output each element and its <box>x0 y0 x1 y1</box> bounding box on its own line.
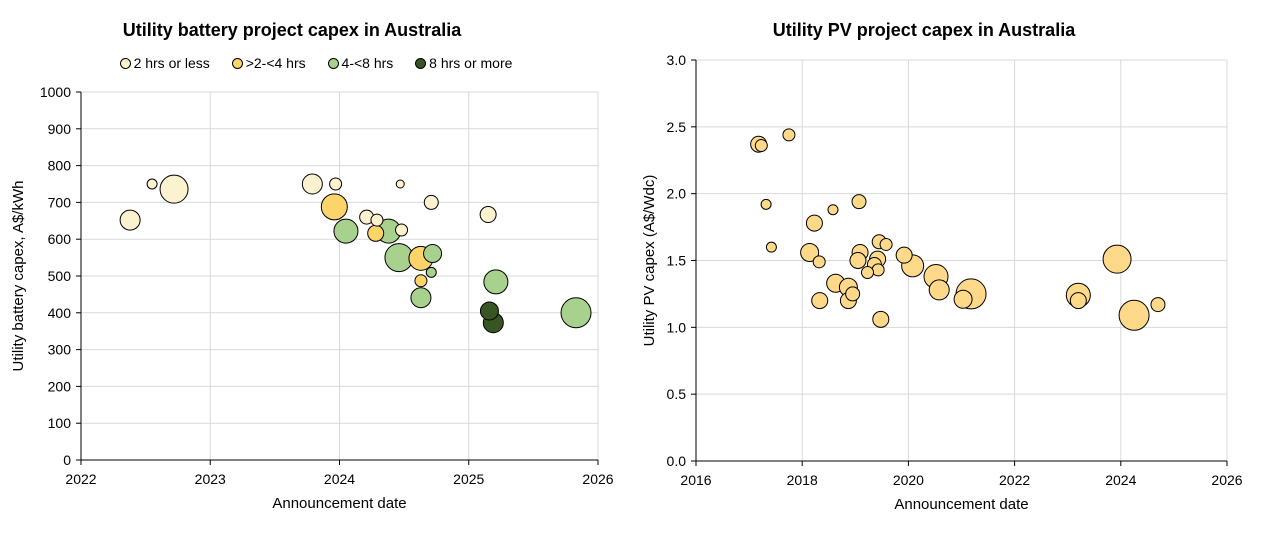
pv-ytick-label: 0.0 <box>667 453 687 469</box>
pv-xtick-label: 2022 <box>999 472 1030 488</box>
pv-data-point <box>1118 299 1150 331</box>
pv-data-point <box>871 263 885 277</box>
pv-data-point <box>800 242 820 262</box>
pv-data-point <box>827 204 839 216</box>
battery-xtick-label: 2024 <box>324 471 355 487</box>
legend-item-2-4hrs: >2-<4 hrs <box>231 55 306 71</box>
legend-label-2hrs: 2 hrs or less <box>133 55 210 71</box>
pv-data-point <box>1150 297 1166 313</box>
battery-data-point <box>410 287 432 309</box>
pv-xtick-label: 2026 <box>1211 472 1242 488</box>
battery-ytick-label: 800 <box>48 158 72 174</box>
legend-marker-2-4hrs <box>231 57 243 69</box>
pv-ytick-label: 2.0 <box>667 186 687 202</box>
pv-data-point <box>872 310 890 328</box>
battery-data-point <box>367 224 385 242</box>
battery-data-point <box>395 223 409 237</box>
pv-data-point <box>1102 244 1132 274</box>
legend-label-2-4hrs: >2-<4 hrs <box>245 55 306 71</box>
pv-data-point <box>845 286 861 302</box>
battery-chart-panel: Utility battery project capex in Austral… <box>0 20 632 512</box>
battery-data-point <box>479 301 499 321</box>
battery-data-point <box>479 206 497 224</box>
battery-ytick-label: 400 <box>48 305 72 321</box>
battery-data-point <box>320 193 348 221</box>
battery-ytick-label: 0 <box>63 452 71 468</box>
pv-data-point <box>1069 292 1087 310</box>
battery-x-axis-label: Announcement date <box>272 495 406 512</box>
pv-data-point <box>754 139 768 153</box>
battery-y-axis-label: Utility battery capex, A$/kWh <box>10 181 27 372</box>
pv-data-point <box>805 214 823 232</box>
pv-ytick-label: 0.5 <box>667 386 687 402</box>
pv-data-point <box>851 194 867 210</box>
battery-data-point <box>423 194 439 210</box>
pv-ytick-label: 2.5 <box>667 119 687 135</box>
pv-chart-title: Utility PV project capex in Australia <box>772 20 1076 40</box>
pv-xtick-label: 2018 <box>787 472 818 488</box>
battery-data-point <box>483 269 509 295</box>
pv-x-axis-label: Announcement date <box>894 496 1028 513</box>
legend-marker-8hrs <box>415 57 427 69</box>
battery-data-point <box>119 209 141 231</box>
battery-chart-legend: 2 hrs or less >2-<4 hrs 4-<8 hrs 8 hrs o… <box>0 55 632 71</box>
pv-data-point <box>849 252 867 269</box>
pv-data-point <box>879 237 893 251</box>
battery-xtick-label: 2023 <box>195 471 226 487</box>
pv-ytick-label: 1.0 <box>667 319 687 335</box>
battery-ytick-label: 500 <box>48 268 72 284</box>
legend-marker-2hrs <box>119 57 131 69</box>
pv-data-point <box>760 198 772 210</box>
battery-ytick-label: 200 <box>48 378 72 394</box>
battery-ytick-label: 600 <box>48 231 72 247</box>
battery-data-point <box>159 174 189 204</box>
pv-data-point <box>953 289 973 309</box>
pv-xtick-label: 2024 <box>1105 472 1136 488</box>
battery-chart-plot: 2022 2023 2024 2025 2026 0 100 200 300 400 500 600 7… <box>10 84 614 512</box>
legend-label-4-8hrs: 4-<8 hrs <box>341 55 394 71</box>
battery-data-point <box>329 177 343 191</box>
pv-data-point <box>811 292 829 310</box>
battery-ytick-label: 100 <box>48 415 72 431</box>
battery-ytick-label: 300 <box>48 342 72 358</box>
pv-data-point <box>895 246 913 264</box>
legend-item-2hrs: 2 hrs or less <box>119 55 210 71</box>
legend-label-8hrs: 8 hrs or more <box>429 55 513 71</box>
battery-ytick-label: 700 <box>48 194 72 210</box>
battery-data-point <box>301 173 323 195</box>
pv-ytick-label: 1.5 <box>667 253 687 269</box>
battery-data-point <box>425 266 437 278</box>
pv-y-axis-label: Utility PV capex (A$/Wdc) <box>641 175 658 347</box>
pv-xtick-label: 2020 <box>893 472 924 488</box>
battery-data-point <box>414 274 428 288</box>
pv-data-point <box>812 255 826 269</box>
legend-item-8hrs: 8 hrs or more <box>415 55 512 71</box>
pv-chart-panel: Utility PV project capex in Australia 20… <box>632 0 1264 539</box>
pv-data-point <box>765 241 777 253</box>
battery-data-point <box>146 178 158 190</box>
battery-chart-title: Utility battery project capex in Austral… <box>122 20 462 40</box>
legend-marker-4-8hrs <box>327 57 339 69</box>
pv-chart-plot: 2016 2018 2020 2022 2024 2026 0.0 0.5 1.0 1.5 2.0 2… <box>641 52 1243 513</box>
pv-data-point <box>782 128 796 142</box>
pv-xtick-label: 2016 <box>680 472 711 488</box>
pv-data-point <box>928 279 950 301</box>
battery-data-point <box>333 218 359 244</box>
battery-ytick-label: 900 <box>48 121 72 137</box>
battery-data-point <box>395 179 405 189</box>
battery-xtick-label: 2022 <box>65 471 96 487</box>
battery-xtick-label: 2025 <box>453 471 484 487</box>
pv-ytick-label: 3.0 <box>667 52 687 68</box>
battery-data-point <box>560 297 592 329</box>
battery-ytick-label: 1000 <box>40 84 71 100</box>
battery-data-point <box>370 213 384 227</box>
battery-data-point <box>423 244 443 264</box>
legend-item-4-8hrs: 4-<8 hrs <box>327 55 394 71</box>
battery-xtick-label: 2026 <box>582 471 613 487</box>
pv-data-point <box>861 266 875 280</box>
